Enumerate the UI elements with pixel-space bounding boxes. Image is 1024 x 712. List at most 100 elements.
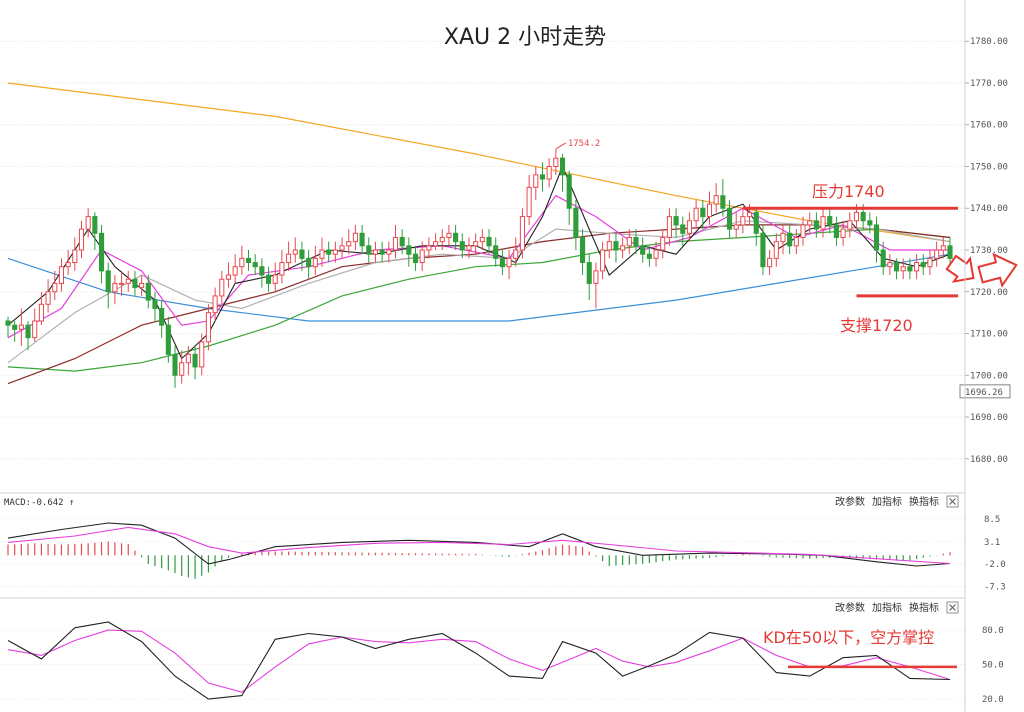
candle-body — [760, 232, 766, 268]
candle — [78, 220, 85, 259]
candle — [593, 262, 599, 309]
kd-add-indicator-button[interactable]: 加指标 — [872, 601, 902, 614]
macd-switch-indicator-button[interactable]: 换指标 — [909, 495, 939, 508]
candle — [760, 224, 766, 276]
candle-body — [179, 362, 185, 376]
candle — [239, 245, 245, 276]
candle — [773, 233, 779, 267]
candle-body — [893, 262, 900, 272]
candle-body — [406, 245, 412, 255]
candle — [539, 162, 546, 192]
candle-body — [479, 236, 485, 243]
candle — [32, 308, 38, 342]
right-arrow-icon — [977, 252, 1018, 288]
high-marker-label: 1754.2 — [568, 139, 601, 149]
candle — [833, 216, 839, 246]
candle-body — [466, 245, 472, 251]
candle — [446, 224, 452, 246]
candle — [379, 241, 385, 263]
candle-body — [499, 257, 505, 268]
candle-body — [800, 224, 806, 238]
candle-body — [713, 195, 719, 205]
y-tick-label: 1730.00 — [970, 246, 1008, 256]
resistance-label: 压力1740 — [812, 182, 885, 201]
candle-body — [793, 236, 799, 247]
candle — [660, 229, 666, 259]
candle-body — [252, 262, 258, 268]
candle — [780, 224, 786, 255]
candle-body — [827, 216, 833, 226]
kd-annotation-label: KD在50以下，空方掌控 — [763, 628, 934, 647]
candle — [700, 199, 706, 230]
candle-body — [245, 257, 252, 264]
candle-body — [105, 270, 111, 293]
candle-body — [586, 262, 592, 284]
candle-body — [339, 245, 345, 251]
candle-body — [887, 262, 893, 268]
candle-body — [606, 241, 612, 251]
candle-body — [773, 241, 779, 259]
macd-add-indicator-button[interactable]: 加指标 — [872, 495, 902, 508]
candle-body — [119, 282, 125, 285]
candle-body — [52, 282, 58, 293]
candle-body — [78, 228, 85, 251]
candle — [352, 224, 358, 250]
candle-body — [132, 278, 138, 289]
candle — [259, 258, 265, 288]
y-tick-label: 1770.00 — [970, 79, 1008, 89]
macd-edit-params-button[interactable]: 改参数 — [835, 495, 865, 508]
candle-body — [212, 295, 218, 314]
candle — [65, 250, 71, 276]
candle — [299, 241, 305, 271]
candle — [232, 254, 238, 284]
candle — [807, 212, 813, 234]
support-resistance-lines — [742, 206, 958, 298]
y-tick-label: 1760.00 — [970, 121, 1008, 131]
candle-body — [199, 341, 205, 368]
candle-body — [5, 320, 11, 326]
kd-edit-params-button[interactable]: 改参数 — [835, 601, 865, 614]
candle-body — [539, 174, 546, 180]
candle — [279, 250, 285, 284]
candle-body — [853, 211, 860, 222]
candle-body — [747, 211, 753, 218]
candle-body — [526, 186, 532, 218]
candle-body — [152, 299, 158, 309]
candle — [272, 262, 278, 292]
candle-body — [145, 282, 151, 301]
candle-body — [265, 274, 272, 284]
candle — [626, 229, 632, 255]
candle — [827, 208, 833, 234]
candle-body — [18, 324, 24, 330]
kd-axis: 80.0 50.0 20.0 — [982, 626, 1004, 705]
candle — [359, 224, 365, 255]
candle-body — [159, 307, 165, 326]
candle — [940, 237, 946, 259]
candle-body — [620, 245, 626, 251]
candle-body — [613, 241, 619, 251]
current-price-box — [959, 384, 1011, 399]
candle-body — [32, 320, 38, 339]
macd-histogram — [7, 541, 951, 579]
candle — [58, 258, 65, 292]
candle — [392, 224, 399, 259]
candle-body — [292, 249, 298, 255]
candle — [12, 320, 18, 342]
candle-body — [299, 249, 305, 259]
candle-body — [306, 257, 312, 268]
candle — [119, 270, 125, 296]
macd-tick-label: 8.5 — [984, 515, 1000, 525]
candle-body — [920, 262, 926, 268]
candle-body — [219, 278, 225, 297]
candle-body — [700, 207, 706, 218]
candle-body — [419, 249, 425, 264]
candle — [145, 275, 151, 309]
candle — [459, 233, 465, 259]
candle-body — [239, 257, 245, 268]
candle — [199, 333, 205, 376]
candle — [332, 241, 338, 263]
candle-body — [372, 249, 379, 255]
candle-body — [172, 353, 178, 376]
kd-switch-indicator-button[interactable]: 换指标 — [909, 601, 939, 614]
candlesticks — [5, 148, 953, 388]
